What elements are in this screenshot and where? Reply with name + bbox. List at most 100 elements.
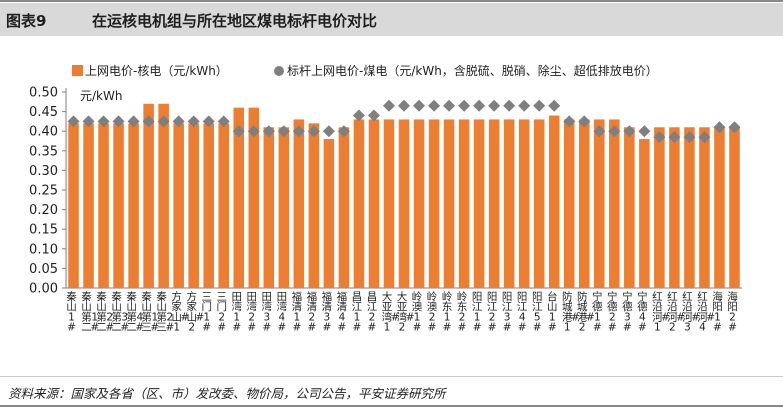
bar-nuclear-price xyxy=(188,123,199,288)
x-tick-label: 大亚湾 2# xyxy=(397,290,415,334)
bar-nuclear-price xyxy=(353,119,365,288)
point-coal-benchmark xyxy=(638,125,651,138)
x-tick-label: 三门 2 # xyxy=(216,291,227,334)
x-tick-label: 大亚湾 1# xyxy=(382,290,400,334)
x-tick-label: 阳江 1 # xyxy=(472,291,483,334)
x-tick-label: 阳江 3 # xyxy=(502,291,513,334)
x-tick-label: 红沿河 1# xyxy=(652,290,670,334)
bar-nuclear-price xyxy=(158,103,169,288)
x-tick-label: 秦山 1 # xyxy=(66,290,77,334)
bar-nuclear-price xyxy=(203,123,214,288)
point-coal-benchmark xyxy=(413,99,426,112)
x-tick-label: 福清 1 # xyxy=(292,290,303,334)
point-coal-benchmark xyxy=(127,115,140,128)
point-coal-benchmark xyxy=(367,109,380,122)
bar-nuclear-price xyxy=(128,123,139,288)
x-tick-label: 秦山第二1 # xyxy=(81,290,99,334)
point-coal-benchmark xyxy=(503,99,516,112)
point-coal-benchmark xyxy=(593,125,606,138)
bar-nuclear-price xyxy=(669,127,680,288)
y-tick-label: 0.45 xyxy=(29,105,58,120)
point-coal-benchmark xyxy=(217,115,230,128)
bar-nuclear-price xyxy=(594,119,605,288)
x-tick-label: 昌江 1 # xyxy=(352,291,363,334)
legend-label-nuclear: 上网电价-核电（元/kWh） xyxy=(85,64,228,78)
bar-nuclear-price xyxy=(233,107,245,289)
point-coal-benchmark xyxy=(382,99,395,112)
y-tick-label: 0.40 xyxy=(29,125,58,140)
x-tick-label: 岭澳 2 # xyxy=(427,290,438,334)
figure-title: 在运核电机组与所在地区煤电标杆电价对比 xyxy=(92,12,378,30)
y-tick-label: 0.35 xyxy=(29,144,58,159)
point-coal-benchmark xyxy=(713,121,726,134)
bar-nuclear-price xyxy=(308,123,320,288)
bar-nuclear-price xyxy=(83,123,94,288)
x-tick-label: 岭澳 1 # xyxy=(412,290,423,334)
bar-nuclear-price xyxy=(699,127,710,288)
x-tick-label: 福清 4 # xyxy=(337,290,348,334)
point-coal-benchmark xyxy=(337,125,350,138)
legend-item-coal: 标杆上网电价-煤电（元/kWh，含脱硫、脱硝、除尘、超低排放电价） xyxy=(274,62,658,79)
point-coal-benchmark xyxy=(398,99,410,112)
x-tick-label: 海阳 1 # xyxy=(712,290,723,334)
x-tick-label: 防城港 1# xyxy=(562,290,580,334)
legend-swatch-nuclear xyxy=(72,65,83,76)
x-tick-label: 宁德 1 # xyxy=(592,290,603,334)
point-coal-benchmark xyxy=(578,115,591,128)
x-tick-label: 昌江 2 # xyxy=(367,291,378,334)
x-tick-label: 方家山 2# xyxy=(186,290,204,334)
x-tick-label: 田湾 1 # xyxy=(232,291,243,334)
bar-nuclear-price xyxy=(368,119,380,288)
bar-nuclear-price xyxy=(533,119,545,288)
x-tick-label: 阳江 5 # xyxy=(532,291,543,334)
figure-header: 图表9 在运核电机组与所在地区煤电标杆电价对比 xyxy=(0,3,783,36)
point-coal-benchmark xyxy=(698,131,711,144)
y-tick-label: 0.50 xyxy=(29,86,58,101)
x-tick-label: 田湾 3 # xyxy=(262,291,273,334)
x-tick-label: 海阳 2 # xyxy=(727,290,738,334)
x-tick-label: 秦山第二3 # xyxy=(111,290,129,334)
x-tick-label: 阳江 2 # xyxy=(487,291,498,334)
bar-nuclear-price xyxy=(488,119,500,288)
bar-nuclear-price xyxy=(624,127,635,288)
x-tick-label: 田湾 4 # xyxy=(277,291,288,334)
point-coal-benchmark xyxy=(563,115,576,128)
bar-nuclear-price xyxy=(428,119,440,288)
y-tick-label: 0.25 xyxy=(29,184,58,199)
x-tick-label: 田湾 2 # xyxy=(247,291,258,334)
source-note: 资料来源：国家及各省（区、市）发改委、物价局，公司公告，平安证券研究所 xyxy=(8,386,446,401)
point-coal-benchmark xyxy=(187,115,200,128)
bar-nuclear-price xyxy=(443,119,455,288)
point-coal-benchmark xyxy=(518,99,531,112)
x-tick-label: 三门 1 # xyxy=(201,291,212,334)
point-coal-benchmark xyxy=(157,115,170,128)
point-coal-benchmark xyxy=(97,115,110,128)
footer-rule xyxy=(0,376,783,377)
point-coal-benchmark xyxy=(683,131,696,144)
point-coal-benchmark xyxy=(488,99,501,112)
x-tick-label: 宁德 4 # xyxy=(637,290,648,334)
x-tick-label: 宁德 3 # xyxy=(622,290,633,334)
point-coal-benchmark xyxy=(352,109,365,122)
x-tick-label: 福清 2 # xyxy=(307,290,318,334)
bar-nuclear-price xyxy=(113,123,124,288)
bar-nuclear-price xyxy=(218,123,229,288)
point-coal-benchmark xyxy=(292,125,305,138)
x-tick-label: 秦山第二2 # xyxy=(96,290,114,334)
bar-nuclear-price xyxy=(654,127,665,288)
x-tick-label: 岭东 1 # xyxy=(442,290,453,334)
point-coal-benchmark xyxy=(262,125,275,138)
bar-nuclear-price xyxy=(248,107,260,289)
point-coal-benchmark xyxy=(82,115,95,128)
x-tick-label: 岭东 2 # xyxy=(457,290,468,334)
y-tick-label: 0.00 xyxy=(29,282,58,297)
y-tick-label: 0.05 xyxy=(29,262,58,277)
x-tick-label: 宁德 2 # xyxy=(607,290,618,334)
bar-nuclear-price xyxy=(714,127,725,288)
point-coal-benchmark xyxy=(202,115,215,128)
bar-nuclear-price xyxy=(563,119,575,288)
bar-nuclear-price xyxy=(548,115,560,288)
x-tick-label: 防城港 2# xyxy=(577,290,595,334)
x-tick-label: 福清 3 # xyxy=(322,290,333,334)
bar-nuclear-price xyxy=(518,119,530,288)
